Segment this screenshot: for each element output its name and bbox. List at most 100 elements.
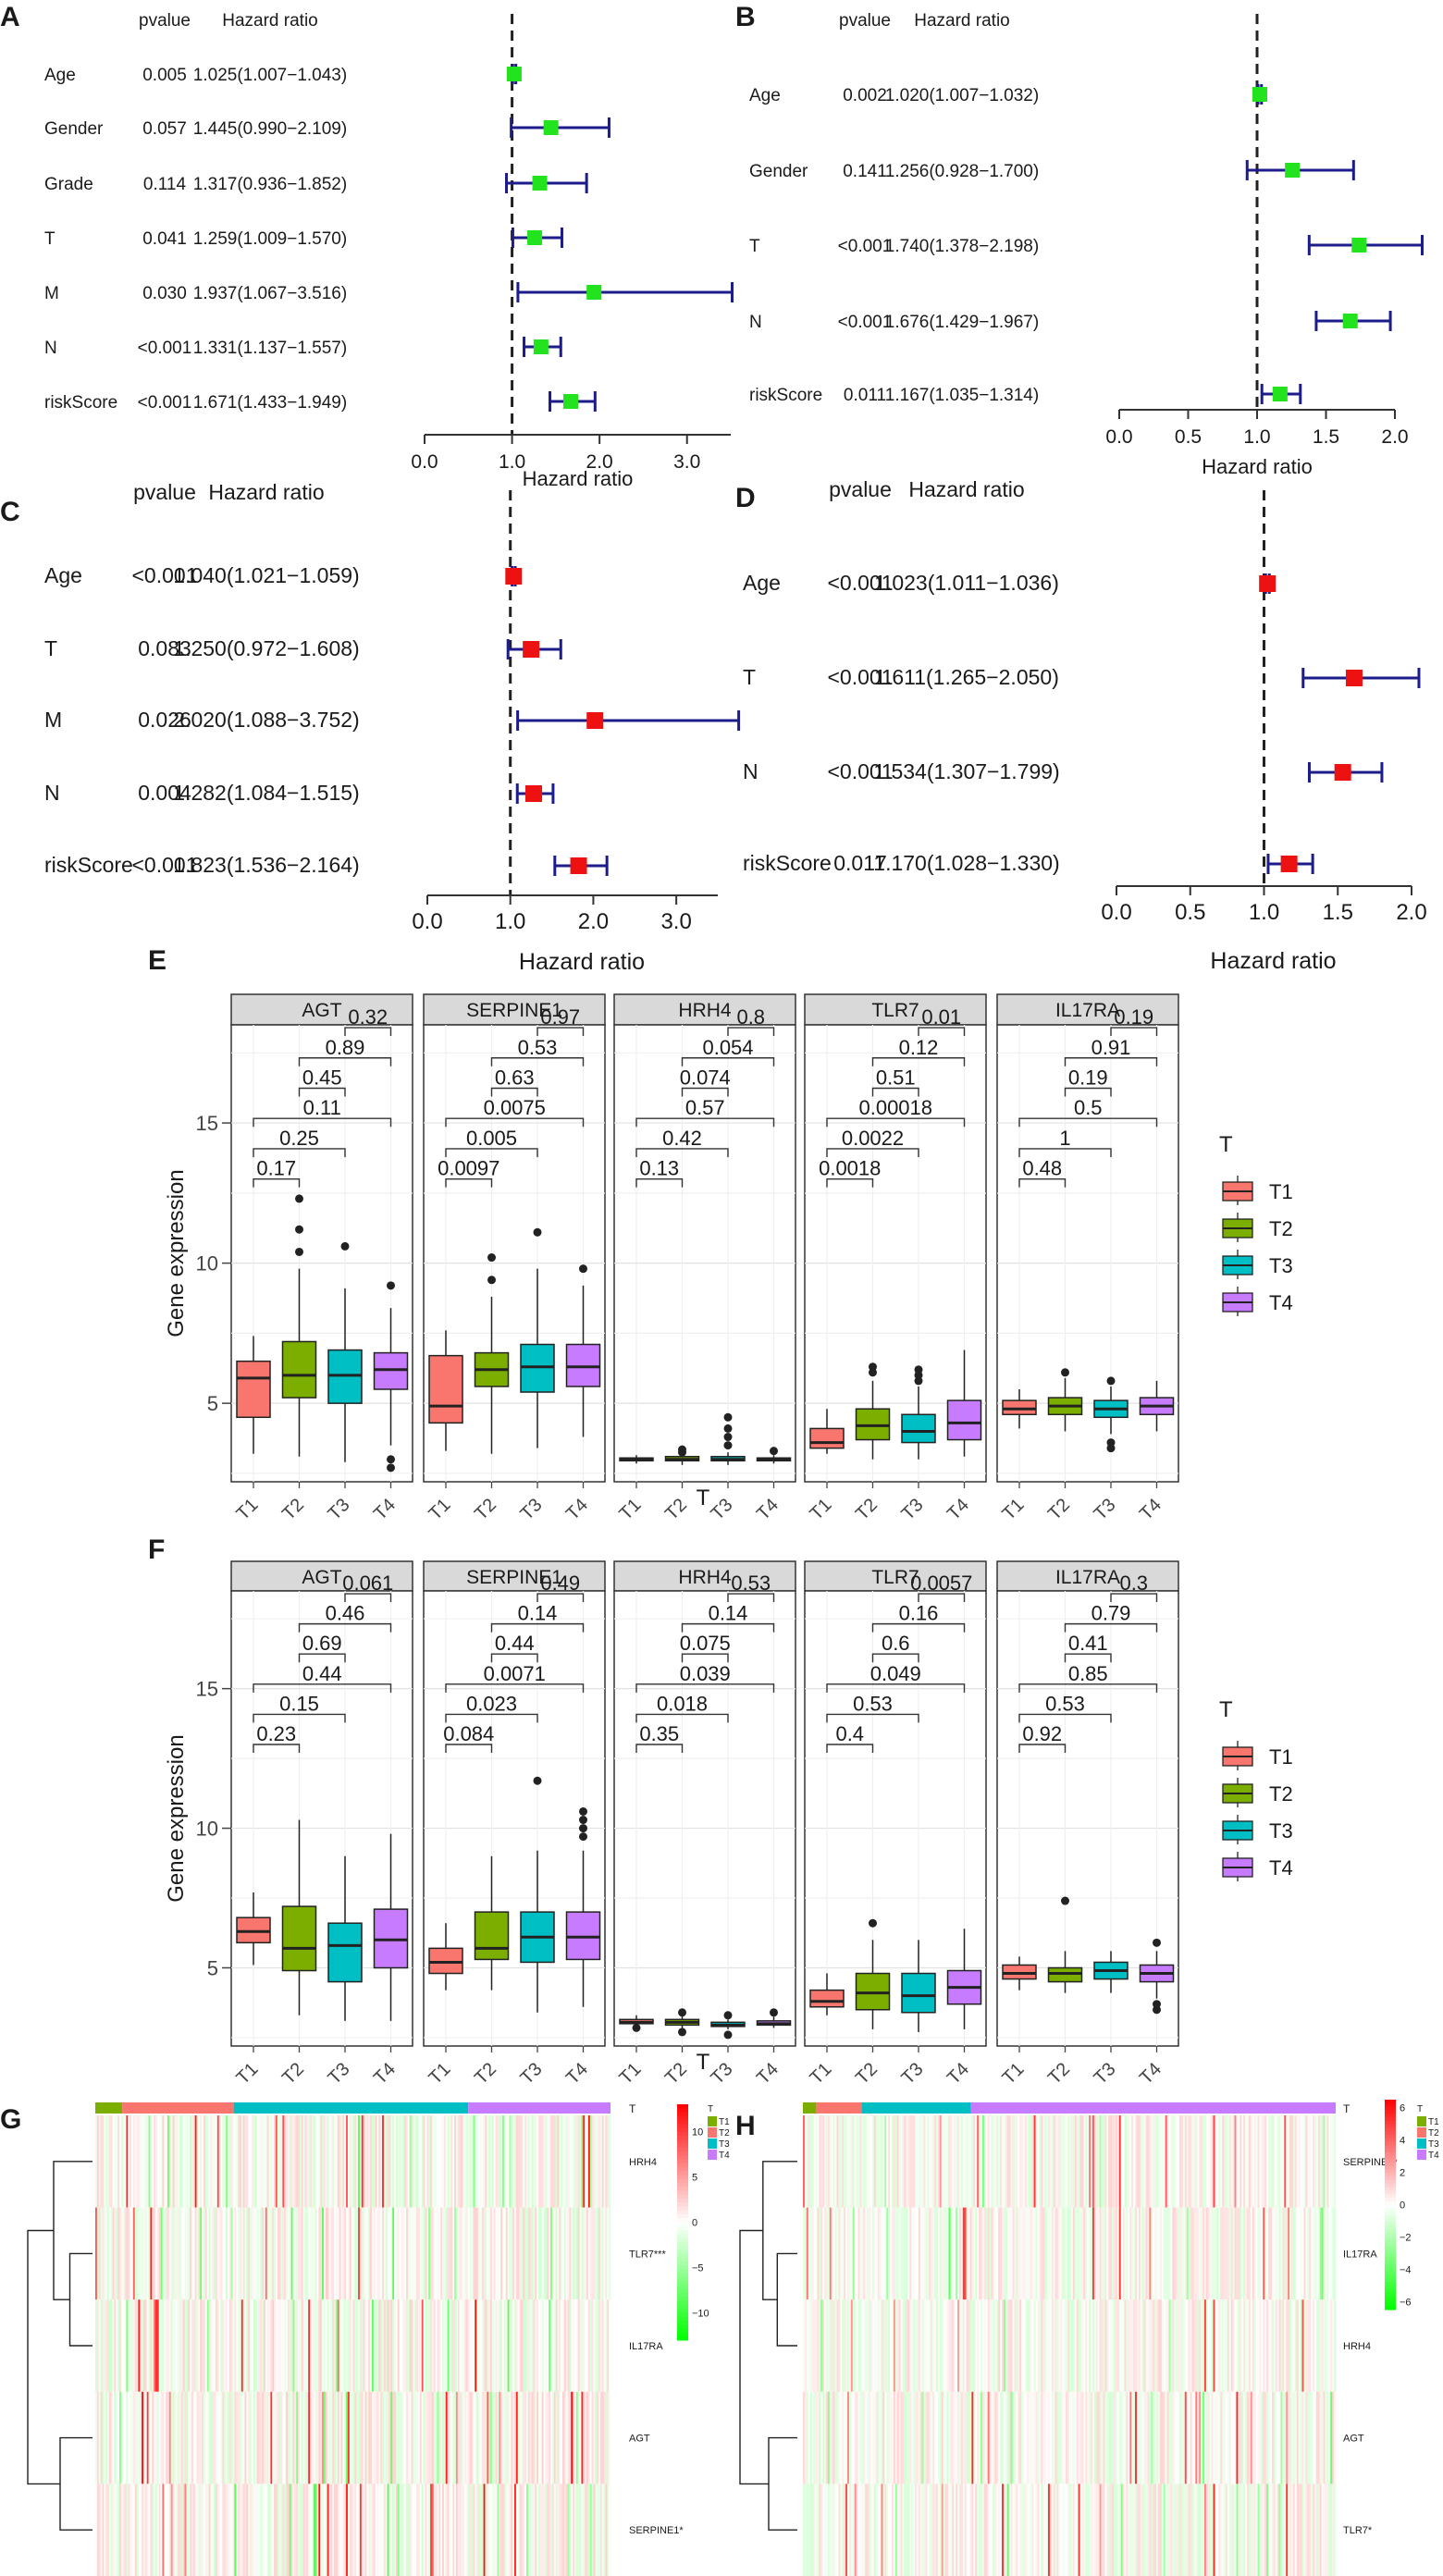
- heatmap-cell: [1023, 2391, 1026, 2484]
- heatmap-cell: [1188, 2484, 1190, 2576]
- heatmap-cell: [347, 2115, 351, 2208]
- facet-strip: [996, 1560, 1179, 1592]
- heatmap-cell: [260, 2391, 263, 2484]
- annotation-label: T: [1343, 2102, 1350, 2115]
- heatmap-cell: [1033, 2299, 1036, 2392]
- heatmap-cell: [598, 2391, 601, 2484]
- heatmap-cell: [1276, 2391, 1279, 2484]
- heatmap-cell: [1294, 2391, 1298, 2484]
- heatmap-cell: [857, 2207, 860, 2300]
- heatmap-cell: [1116, 2207, 1120, 2300]
- heatmap-cell: [529, 2207, 532, 2300]
- color-scale-step: [677, 2285, 688, 2290]
- heatmap-cell: [1136, 2115, 1140, 2208]
- color-scale-step: [677, 2190, 688, 2196]
- heatmap-cell: [804, 2299, 808, 2392]
- heatmap-cell: [156, 2484, 159, 2576]
- heatmap-cell: [128, 2391, 130, 2484]
- heatmap-cell: [256, 2391, 259, 2484]
- heatmap-cell: [311, 2391, 314, 2484]
- heatmap-cell: [1149, 2299, 1152, 2392]
- color-scale-step: [1385, 2190, 1396, 2195]
- heatmap-cell: [523, 2207, 525, 2300]
- heatmap-cell: [1305, 2115, 1308, 2208]
- heatmap-cell: [128, 2484, 130, 2576]
- row-pvalue: 0.083: [138, 636, 191, 660]
- heatmap-cell: [166, 2207, 168, 2300]
- color-scale-step: [677, 2230, 688, 2235]
- heatmap-cell: [286, 2484, 289, 2576]
- box-outlier: [869, 1918, 877, 1928]
- heatmap-cell: [476, 2391, 479, 2484]
- heatmap-cell: [168, 2299, 171, 2392]
- heatmap-cell: [1193, 2115, 1196, 2208]
- heatmap-cell: [347, 2299, 351, 2392]
- heatmap-cell: [813, 2299, 816, 2392]
- heatmap-cell: [565, 2115, 568, 2208]
- heatmap-cell: [1241, 2115, 1244, 2208]
- header-pvalue: pvalue: [139, 11, 191, 31]
- heatmap-cell: [349, 2115, 352, 2208]
- x-tick-label: T1: [806, 1495, 835, 1524]
- heatmap-cell: [471, 2391, 474, 2484]
- heatmap-cell: [601, 2115, 604, 2208]
- heatmap-cell: [378, 2207, 381, 2300]
- heatmap-cell: [536, 2391, 539, 2484]
- comparison-pvalue: 0.17: [256, 1157, 296, 1180]
- heatmap-cell: [152, 2391, 154, 2484]
- heatmap-cell: [122, 2484, 125, 2576]
- x-tick-label: T4: [370, 1495, 400, 1524]
- heatmap-cell: [1202, 2299, 1205, 2392]
- heatmap-cell: [867, 2299, 870, 2392]
- row-gene-label: IL17RA: [1343, 2249, 1377, 2260]
- heatmap-cell: [1023, 2299, 1026, 2392]
- heatmap-cell: [865, 2207, 868, 2300]
- heatmap-cell: [1201, 2299, 1203, 2392]
- heatmap-cell: [1179, 2391, 1182, 2484]
- heatmap-cell: [1145, 2207, 1148, 2300]
- heatmap-cell: [1153, 2484, 1155, 2576]
- heatmap-cell: [567, 2484, 570, 2576]
- heatmap-cell: [1140, 2207, 1143, 2300]
- color-scale-step: [677, 2171, 688, 2175]
- heatmap-cell: [442, 2115, 445, 2208]
- heatmap-cell: [450, 2299, 453, 2392]
- heatmap-cell: [595, 2484, 598, 2576]
- heatmap-cell: [443, 2299, 447, 2392]
- heatmap-cell: [234, 2299, 237, 2392]
- heatmap-cell: [975, 2299, 978, 2392]
- heatmap-cell: [968, 2484, 970, 2576]
- heatmap-cell: [224, 2299, 227, 2392]
- heatmap-cell: [314, 2391, 317, 2484]
- heatmap-cell: [1136, 2299, 1140, 2392]
- color-scale-step: [1385, 2110, 1396, 2114]
- heatmap-cell: [1005, 2299, 1008, 2392]
- color-scale-step: [677, 2124, 688, 2128]
- heatmap-cell: [1268, 2115, 1271, 2208]
- heatmap-cell: [593, 2484, 596, 2576]
- heatmap-cell: [581, 2484, 584, 2576]
- heatmap-cell: [440, 2299, 443, 2392]
- heatmap-cell: [502, 2299, 505, 2392]
- heatmap-cell: [1069, 2299, 1072, 2392]
- heatmap-cell: [220, 2115, 223, 2208]
- heatmap-cell: [824, 2391, 827, 2484]
- heatmap-cell: [1250, 2484, 1253, 2576]
- heatmap-cell: [553, 2299, 556, 2392]
- heatmap-cell: [567, 2391, 570, 2484]
- heatmap-cell: [867, 2484, 870, 2576]
- color-scale-step: [677, 2115, 688, 2121]
- heatmap-cell: [1056, 2484, 1059, 2576]
- heatmap-cell: [1243, 2115, 1246, 2208]
- heatmap-cell: [1070, 2391, 1074, 2484]
- comparison-bracket: [253, 1683, 392, 1693]
- heatmap-cell: [1328, 2299, 1331, 2392]
- heatmap-cell: [973, 2484, 976, 2576]
- heatmap-cell: [210, 2207, 213, 2300]
- heatmap-cell: [179, 2391, 182, 2484]
- heatmap-cell: [164, 2299, 166, 2392]
- color-scale-step: [1385, 2212, 1396, 2216]
- heatmap-cell: [1156, 2207, 1159, 2300]
- heatmap-cell: [943, 2207, 945, 2300]
- heatmap-cell: [994, 2207, 997, 2300]
